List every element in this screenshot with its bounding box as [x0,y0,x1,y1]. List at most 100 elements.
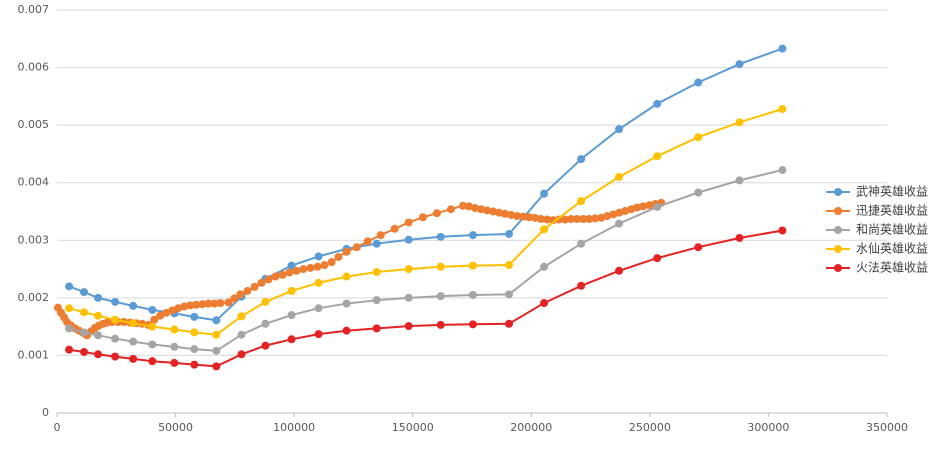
point [287,335,296,344]
point [170,358,179,367]
point [615,219,624,228]
point [603,212,612,221]
point [129,337,138,346]
point [500,209,509,218]
y-tick-label: 0.005 [18,118,50,131]
point [224,298,233,307]
point [653,254,662,263]
point [65,304,74,313]
point [313,262,322,271]
point [525,213,534,222]
point [314,278,323,287]
point [653,152,662,161]
point [192,300,201,309]
point [190,345,199,354]
point [537,214,546,223]
point [174,304,183,313]
point [504,319,513,328]
point [471,204,480,213]
legend-label: 和尚英雄收益 [856,222,928,237]
point [111,334,120,343]
legend-marker [834,264,842,272]
point [65,345,74,354]
x-tick-label: 350000 [866,421,908,434]
point [577,239,586,248]
point [468,231,477,240]
point [180,302,189,311]
point [237,350,246,359]
point [540,189,549,198]
legend-label: 武神英雄收益 [856,184,928,199]
point [261,319,270,328]
point [404,322,413,331]
point [65,282,74,291]
series-line [68,47,783,322]
point [320,261,329,270]
point [468,290,477,299]
x-tick-label: 0 [54,421,61,434]
point [148,322,157,331]
point [237,330,246,339]
point [633,203,642,212]
point [694,243,703,252]
point [287,286,296,295]
point [80,328,89,337]
legend-label: 水仙英雄收益 [856,241,928,256]
point [314,304,323,313]
point [299,265,308,274]
point [404,265,413,274]
point [150,315,159,324]
point [352,243,361,252]
point [80,308,89,317]
point [342,326,351,335]
point [111,315,120,324]
point [250,282,259,291]
point [436,262,445,271]
point [190,360,199,369]
point [342,272,351,281]
point [504,261,513,270]
point [94,293,103,302]
point [204,299,213,308]
y-tick-label: 0.006 [18,61,50,74]
point [236,290,245,299]
x-tick-label: 300000 [747,421,789,434]
point [261,297,270,306]
point [639,202,648,211]
point [504,229,513,238]
point [579,214,588,223]
point [170,325,179,334]
point [458,201,467,210]
point [372,296,381,305]
point [446,205,455,214]
point [372,239,381,248]
point [264,275,273,284]
point [148,340,157,349]
point [577,281,586,290]
point [735,233,744,242]
point [156,311,165,320]
point [314,252,323,261]
series-line [68,108,783,336]
point [418,213,427,222]
point [212,316,221,325]
point [390,224,399,233]
point [531,213,540,222]
legend-marker [834,188,842,196]
point [504,290,513,299]
point [287,311,296,320]
point [615,172,624,181]
point [468,320,477,329]
point [432,209,441,218]
legend-label: 迅捷英雄收益 [856,203,928,218]
point [94,331,103,340]
point [198,300,207,309]
point [212,346,221,355]
point [285,268,294,277]
point [735,176,744,185]
legend-marker [834,245,842,253]
point [111,297,120,306]
point [621,206,630,215]
point [342,299,351,308]
